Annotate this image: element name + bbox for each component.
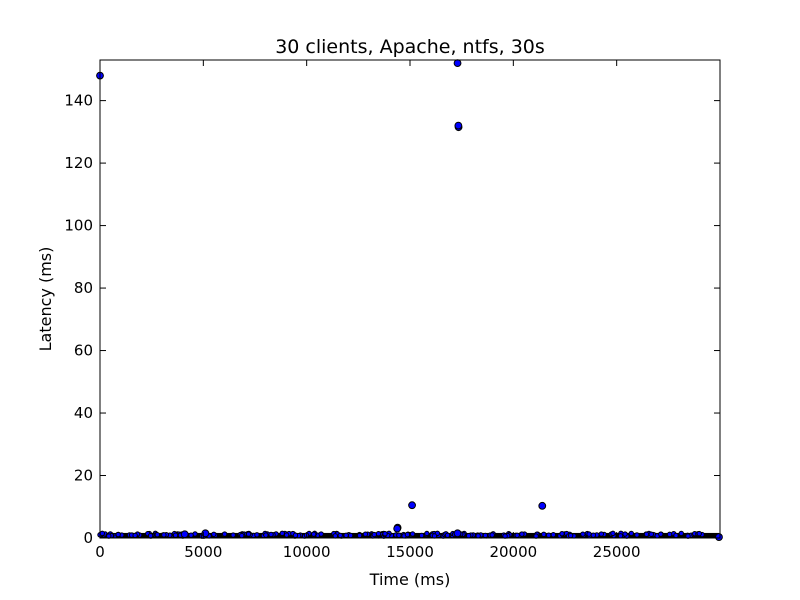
baseline-point bbox=[545, 532, 552, 538]
baseline-point bbox=[586, 531, 592, 537]
baseline-point bbox=[628, 530, 635, 537]
data-point bbox=[538, 501, 547, 510]
baseline-point bbox=[362, 531, 369, 537]
baseline-point bbox=[465, 533, 472, 539]
x-axis-label: Time (ms) bbox=[369, 570, 451, 589]
baseline-point bbox=[590, 532, 597, 538]
baseline-point bbox=[161, 532, 167, 538]
baseline-point bbox=[559, 530, 565, 537]
y-axis-label: Latency (ms) bbox=[36, 247, 55, 352]
baseline-point bbox=[678, 530, 684, 537]
y-tick-label: 120 bbox=[64, 154, 93, 172]
baseline-point bbox=[418, 532, 425, 539]
baseline-point bbox=[648, 531, 655, 537]
baseline-point bbox=[375, 530, 382, 537]
baseline-point bbox=[550, 532, 557, 538]
data-point bbox=[715, 533, 723, 541]
plot-frame bbox=[99, 59, 721, 539]
baseline-point bbox=[658, 531, 664, 537]
baseline-point bbox=[617, 533, 624, 539]
baseline-point bbox=[172, 532, 179, 538]
baseline-point bbox=[598, 531, 605, 537]
axis-ticks: 0 5000 10000 15000 20000 25000 0 20 40 60 80 100 120… bbox=[64, 60, 720, 561]
baseline-point bbox=[211, 531, 217, 537]
baseline-point bbox=[356, 532, 363, 539]
y-tick-label: 40 bbox=[74, 404, 93, 422]
baseline-point bbox=[622, 531, 628, 537]
baseline-point bbox=[154, 532, 161, 538]
x-tick-label: 5000 bbox=[184, 543, 222, 561]
baseline-point bbox=[541, 531, 547, 538]
baseline-point bbox=[263, 532, 269, 538]
baseline-point bbox=[643, 531, 650, 537]
x-tick-label: 15000 bbox=[386, 543, 434, 561]
baseline-point bbox=[188, 532, 194, 538]
baseline-point bbox=[696, 530, 702, 537]
baseline-point bbox=[254, 532, 260, 538]
data-point bbox=[393, 524, 402, 533]
baseline-point bbox=[245, 531, 252, 537]
baseline-point bbox=[268, 531, 274, 538]
baseline-point bbox=[673, 532, 679, 539]
baseline-point bbox=[610, 530, 616, 537]
baseline-point bbox=[666, 531, 673, 538]
baseline-point bbox=[343, 532, 349, 539]
x-tick-label: 0 bbox=[95, 543, 105, 561]
baseline-point bbox=[337, 532, 343, 539]
baseline-point bbox=[444, 532, 451, 538]
y-tick-label: 140 bbox=[64, 92, 93, 110]
baseline-point bbox=[147, 533, 154, 539]
baseline-point bbox=[283, 532, 290, 538]
baseline-point bbox=[567, 532, 574, 539]
x-tick-label: 10000 bbox=[283, 543, 331, 561]
baseline-point bbox=[332, 533, 339, 539]
baseline-point bbox=[519, 531, 525, 537]
data-point bbox=[453, 59, 462, 68]
baseline-point bbox=[279, 530, 285, 537]
y-tick-label: 60 bbox=[74, 342, 93, 360]
x-tick-label: 25000 bbox=[593, 543, 641, 561]
baseline-point bbox=[115, 531, 121, 538]
chart-title: 30 clients, Apache, ntfs, 30s bbox=[275, 36, 545, 58]
baseline-point bbox=[424, 530, 430, 537]
baseline-point bbox=[634, 532, 640, 538]
baseline-point bbox=[514, 532, 520, 538]
baseline-point bbox=[489, 532, 495, 538]
data-point bbox=[453, 529, 462, 538]
baseline-point bbox=[409, 531, 416, 537]
data-point bbox=[408, 501, 416, 510]
baseline-point bbox=[239, 532, 245, 539]
data-point bbox=[180, 530, 189, 539]
plot-area bbox=[96, 59, 723, 541]
baseline-point bbox=[404, 531, 411, 538]
baseline-point bbox=[311, 531, 317, 537]
baseline-point bbox=[221, 531, 228, 537]
y-tick-label: 0 bbox=[83, 529, 93, 547]
y-tick-label: 100 bbox=[64, 217, 93, 235]
y-tick-label: 80 bbox=[74, 279, 93, 297]
baseline-point bbox=[482, 532, 489, 539]
baseline-point bbox=[382, 530, 388, 537]
baseline-point bbox=[475, 533, 481, 539]
y-tick-label: 20 bbox=[74, 467, 93, 485]
baseline-point bbox=[132, 532, 138, 539]
x-tick-label: 20000 bbox=[489, 543, 537, 561]
baseline-point bbox=[396, 532, 402, 538]
baseline-point bbox=[371, 531, 377, 538]
baseline-point bbox=[318, 531, 324, 537]
baseline-point bbox=[99, 530, 106, 537]
data-point bbox=[454, 121, 463, 130]
baseline-point bbox=[347, 532, 354, 539]
baseline-point bbox=[230, 532, 236, 538]
baseline-point bbox=[292, 532, 299, 538]
baseline-point bbox=[580, 531, 586, 537]
